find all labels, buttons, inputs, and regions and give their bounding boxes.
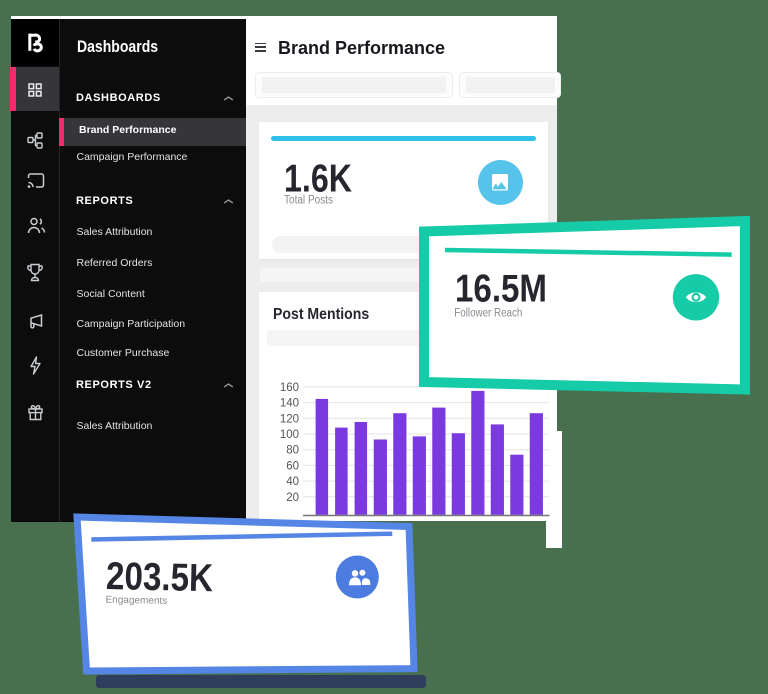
svg-text:120: 120 <box>280 413 299 425</box>
svg-text:Engagements: Engagements <box>105 595 167 607</box>
svg-text:16.5M: 16.5M <box>455 267 547 310</box>
svg-text:Follower Reach: Follower Reach <box>454 308 522 320</box>
svg-text:203.5K: 203.5K <box>106 555 214 600</box>
svg-text:80: 80 <box>286 445 299 457</box>
svg-text:100: 100 <box>280 429 299 441</box>
svg-text:60: 60 <box>286 460 299 472</box>
svg-text:20: 20 <box>286 492 299 504</box>
svg-text:Total Posts: Total Posts <box>284 195 333 207</box>
svg-text:1.6K: 1.6K <box>284 158 352 201</box>
svg-text:40: 40 <box>286 476 299 488</box>
svg-text:160: 160 <box>280 382 299 394</box>
svg-text:140: 140 <box>280 398 299 410</box>
